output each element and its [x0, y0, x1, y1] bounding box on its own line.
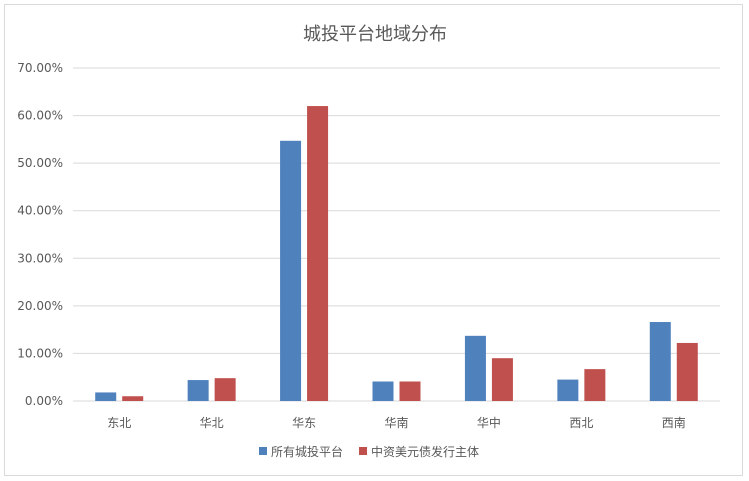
- y-tick-label: 20.00%: [17, 299, 63, 313]
- x-tick-label: 西北: [569, 416, 593, 430]
- legend-label: 中资美元债发行主体: [371, 444, 479, 459]
- x-axis-ticks: 东北 华北 华东 华南 华中 西北 西南: [107, 415, 686, 430]
- x-tick-label: 东北: [107, 416, 131, 430]
- bar: [557, 379, 579, 401]
- bars: [95, 106, 698, 402]
- x-tick-label: 华北: [200, 416, 224, 430]
- y-tick-label: 40.00%: [17, 204, 63, 218]
- y-tick-label: 70.00%: [17, 61, 63, 75]
- legend-swatch: [259, 447, 267, 455]
- bar: [649, 322, 671, 401]
- x-tick-label: 华东: [292, 416, 316, 430]
- y-tick-label: 0.00%: [25, 394, 63, 408]
- y-tick-label: 10.00%: [17, 346, 63, 360]
- bar: [584, 369, 606, 401]
- bar: [187, 380, 209, 401]
- y-tick-label: 60.00%: [17, 109, 63, 123]
- bar: [464, 335, 486, 401]
- x-tick-label: 华中: [477, 415, 501, 430]
- bar: [372, 381, 394, 401]
- chart-title: 城投平台地域分布: [303, 24, 447, 45]
- x-tick-label: 华南: [384, 415, 408, 430]
- bar: [491, 358, 513, 401]
- bar: [676, 342, 698, 401]
- legend-label: 所有城投平台: [271, 444, 343, 459]
- legend: 所有城投平台 中资美元债发行主体: [259, 444, 479, 459]
- x-tick-label: 西南: [662, 415, 686, 430]
- bar: [122, 396, 144, 401]
- legend-swatch: [359, 447, 368, 455]
- bar: [214, 378, 236, 401]
- y-axis-ticks: 0.00% 10.00% 20.00% 30.00% 40.00% 50.00% 60.00…: [17, 61, 63, 408]
- y-tick-label: 30.00%: [17, 251, 63, 265]
- bar: [280, 140, 302, 401]
- bar: [307, 106, 329, 402]
- bar: [95, 392, 117, 401]
- bar: [399, 381, 421, 401]
- y-tick-label: 50.00%: [17, 156, 63, 170]
- gridlines: [73, 67, 720, 402]
